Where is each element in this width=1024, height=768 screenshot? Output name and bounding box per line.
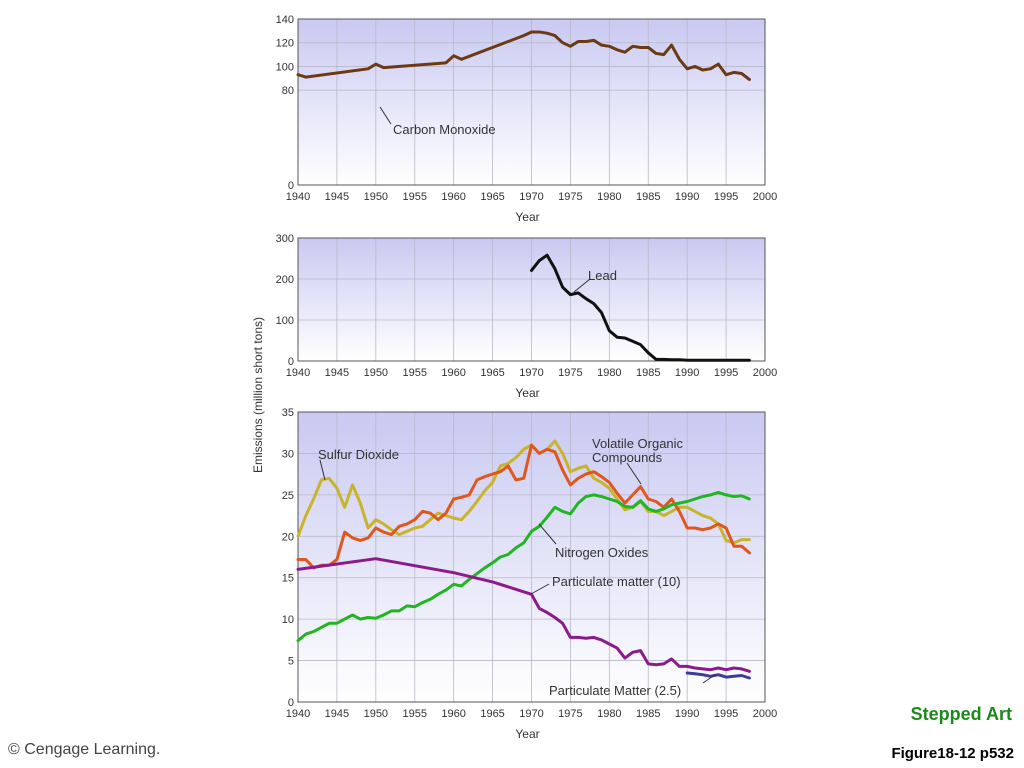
lead-panel: 1940 1945 1950 1955 1960 1965 1970 1975 1980 1985…: [276, 233, 778, 400]
y-tick-label: 20: [282, 531, 294, 543]
multi-pollutant-panel: 1940 1945 1950 1955 1960 1965 1970 1975 1980 1985…: [282, 407, 777, 741]
x-tick-label: 1960: [441, 191, 465, 203]
x-tick-label: 1990: [675, 708, 699, 720]
pm10-leader: [530, 583, 550, 595]
x-tick-label: 1940: [286, 367, 310, 379]
stepped-art-label: Stepped Art: [910, 704, 1012, 724]
x-tick-label: 1980: [597, 191, 621, 203]
x-tick-label: 1970: [519, 708, 543, 720]
nitrogen-oxides-label: Nitrogen Oxides: [555, 545, 649, 560]
series-line-lead: [530, 253, 751, 362]
x-tick-label: 1940: [286, 191, 310, 203]
x-tick-label: 1950: [364, 191, 388, 203]
y-tick-label: 0: [288, 697, 294, 709]
x-tick-label: 1945: [325, 708, 349, 720]
pm25-label: Particulate Matter (2.5): [549, 683, 681, 698]
multi-pollutant-frame: [297, 411, 766, 703]
x-tick-label: 1965: [480, 708, 504, 720]
x-tick-label: 1995: [714, 367, 738, 379]
series-line-sulfur-dioxide: [296, 439, 751, 545]
x-tick-label: 1975: [558, 708, 582, 720]
y-tick-label: 5: [288, 656, 294, 668]
copyright-notice: © Cengage Learning.: [8, 741, 161, 758]
x-tick-label: 1955: [403, 708, 427, 720]
pm10-label: Particulate matter (10): [552, 574, 681, 589]
y-tick-label: 140: [276, 14, 294, 26]
carbon-monoxide-panel: 1940 1945 1950 1955 1960 1965 1970 1975 1980 1985…: [276, 14, 778, 224]
x-tick-label: 1960: [441, 708, 465, 720]
y-tick-label: 35: [282, 407, 294, 419]
sulfur-dioxide-label: Sulfur Dioxide: [318, 447, 399, 462]
x-tick-label: 1985: [636, 367, 660, 379]
x-tick-label: 1985: [636, 708, 660, 720]
x-tick-label: 1975: [558, 191, 582, 203]
carbon-monoxide-label: Carbon Monoxide: [393, 122, 496, 137]
x-tick-label: 1965: [480, 191, 504, 203]
x-tick-label: 1980: [597, 367, 621, 379]
x-tick-label: 1990: [675, 191, 699, 203]
voc-label-line-1: Volatile Organic: [592, 436, 684, 451]
figure-label: Figure18-12 p532: [891, 745, 1014, 762]
carbon-monoxide-frame: [297, 18, 766, 186]
x-tick-label: 1960: [441, 367, 465, 379]
lead-frame: [297, 237, 766, 362]
x-tick-label: 1970: [519, 191, 543, 203]
x-tick-label: 1985: [636, 191, 660, 203]
y-tick-label: 15: [282, 573, 294, 585]
y-tick-label: 80: [282, 85, 294, 97]
x-tick-label: 1990: [675, 367, 699, 379]
y-tick-label: 120: [276, 38, 294, 50]
series-line-carbon-monoxide: [296, 30, 751, 81]
shared-y-axis-label: Emissions (million short tons): [251, 317, 265, 473]
y-tick-label: 0: [288, 356, 294, 368]
sulfur-dioxide-leader: [319, 459, 326, 481]
x-axis-title: Year: [515, 386, 539, 400]
x-tick-label: 2000: [753, 191, 777, 203]
x-tick-label: 1955: [403, 367, 427, 379]
nitrogen-oxides-leader: [538, 523, 557, 545]
y-tick-label: 0: [288, 180, 294, 192]
x-tick-label: 1950: [364, 708, 388, 720]
y-tick-label: 10: [282, 614, 294, 626]
series-line-nitrogen-oxides: [296, 490, 751, 643]
voc-label: Volatile Organic Compounds: [592, 436, 687, 465]
x-tick-label: 1995: [714, 191, 738, 203]
voc-leader: [626, 462, 642, 485]
series-line-particulate-matter-2-5: [685, 671, 751, 680]
y-tick-label: 25: [282, 490, 294, 502]
y-tick-label: 100: [276, 315, 294, 327]
x-tick-label: 1940: [286, 708, 310, 720]
x-tick-label: 1975: [558, 367, 582, 379]
x-tick-label: 2000: [753, 367, 777, 379]
x-tick-label: 1950: [364, 367, 388, 379]
x-tick-label: 1965: [480, 367, 504, 379]
pm25-leader: [702, 673, 717, 684]
x-tick-label: 1995: [714, 708, 738, 720]
series-line-particulate-matter-10: [296, 557, 751, 673]
y-tick-label: 30: [282, 448, 294, 460]
x-tick-label: 2000: [753, 708, 777, 720]
x-tick-label: 1980: [597, 708, 621, 720]
x-tick-label: 1970: [519, 367, 543, 379]
y-tick-label: 100: [276, 61, 294, 73]
x-axis-title: Year: [515, 210, 539, 224]
x-tick-label: 1945: [325, 367, 349, 379]
lead-leader: [573, 278, 591, 293]
voc-label-line-2: Compounds: [592, 450, 663, 465]
x-tick-label: 1945: [325, 191, 349, 203]
carbon-monoxide-leader: [379, 106, 392, 125]
y-tick-label: 200: [276, 274, 294, 286]
x-tick-label: 1955: [403, 191, 427, 203]
y-tick-label: 300: [276, 233, 294, 245]
lead-label: Lead: [588, 268, 617, 283]
x-axis-title: Year: [515, 727, 539, 741]
